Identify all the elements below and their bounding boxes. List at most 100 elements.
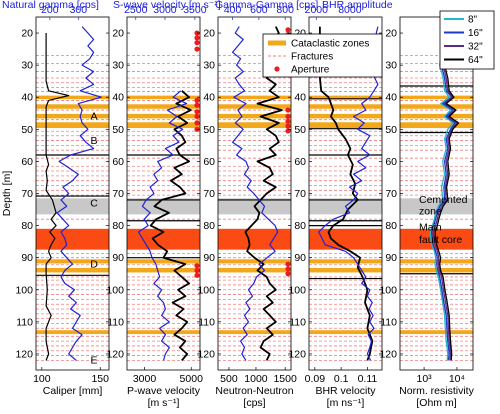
bottom-tick-label: 10⁴ — [449, 373, 465, 385]
resistivity-32in-line — [432, 26, 458, 361]
depth-tick-label: 120 — [15, 348, 33, 360]
fault-core-band — [400, 228, 473, 250]
bottom-axis-label: Norm. resistivity — [399, 385, 474, 397]
depth-tick-label: 30 — [21, 60, 33, 72]
depth-tick-label: 110 — [289, 316, 306, 328]
depth-tick-label: 70 — [385, 188, 397, 200]
cataclastic-band — [36, 267, 109, 273]
aperture-dot — [194, 40, 200, 46]
cataclastic-band — [400, 104, 473, 109]
resistivity-legend-label: 8" — [468, 15, 478, 26]
resistivity-16in-line — [430, 26, 456, 361]
resistivity-legend-label: 64" — [468, 55, 483, 66]
cemented-zone-band — [127, 198, 200, 215]
legend-label: Cataclastic zones — [291, 39, 369, 50]
caliper-gamma-black-line — [45, 33, 70, 361]
bottom-axis-label: Caliper [mm] — [43, 385, 103, 397]
depth-tick-label: 60 — [203, 156, 215, 168]
aperture-dot — [194, 109, 200, 115]
depth-tick-label: 120 — [106, 348, 124, 360]
depth-tick-label: 40 — [21, 92, 33, 104]
bottom-tick-label: 0.09 — [305, 373, 326, 385]
bottom-axis-label: P-wave velocity — [127, 385, 201, 397]
aperture-dot — [194, 267, 200, 274]
bhr-blue-line — [318, 26, 380, 361]
bottom-axis-label: [cps] — [243, 397, 265, 409]
aperture-dot — [285, 261, 291, 267]
aperture-dot — [194, 263, 200, 269]
aperture-dot — [285, 123, 291, 129]
depth-tick-label: 20 — [112, 28, 124, 40]
cataclastic-band — [36, 113, 109, 119]
bottom-tick-label: 500 — [220, 373, 238, 385]
cataclastic-band — [400, 122, 473, 129]
aperture-dot — [194, 113, 200, 120]
cataclastic-band — [309, 267, 382, 273]
bhr-black-line — [318, 26, 374, 361]
depth-tick-label: 80 — [385, 220, 397, 232]
bottom-axis-label: Neutron-Neutron — [215, 385, 293, 397]
aperture-dot — [194, 102, 200, 108]
aperture-dot — [194, 46, 200, 52]
cataclastic-band — [309, 95, 382, 100]
resistivity-annotation: Main — [419, 221, 442, 233]
bottom-axis-label: [Ohm m] — [416, 397, 456, 409]
cataclastic-band — [127, 95, 200, 100]
bottom-axis-label: [m ns⁻¹] — [327, 397, 365, 409]
depth-tick-label: 50 — [294, 124, 306, 136]
cataclastic-band — [400, 113, 473, 119]
depth-tick-label: 40 — [203, 92, 215, 104]
cataclastic-band — [218, 330, 291, 335]
top-axis-label: S-wave velocity [m s⁻¹] — [113, 0, 221, 11]
top-tick-label: 8000 — [338, 4, 362, 16]
fault-core-band — [309, 228, 382, 250]
resistivity-annotation: fault core — [419, 234, 462, 246]
depth-tick-label: 20 — [294, 28, 306, 40]
depth-tick-label: 100 — [15, 284, 33, 296]
depth-axis-label: Depth [m] — [1, 171, 13, 217]
depth-tick-label: 100 — [379, 284, 397, 296]
depth-tick-label: 80 — [294, 220, 306, 232]
cataclastic-band — [309, 113, 382, 119]
bottom-tick-label: 100 — [33, 373, 51, 385]
depth-tick-label: 40 — [385, 92, 397, 104]
depth-tick-label: 40 — [112, 92, 124, 104]
depth-tick-label: 60 — [385, 156, 397, 168]
fault-core-band — [127, 228, 200, 250]
aperture-dot — [194, 35, 200, 41]
aperture-dot — [285, 113, 291, 120]
depth-tick-label: 120 — [197, 348, 215, 360]
depth-tick-label: 50 — [203, 124, 215, 136]
depth-tick-label: 30 — [385, 60, 397, 72]
bottom-tick-label: 0.11 — [358, 373, 378, 385]
resistivity-8in-line — [429, 26, 454, 361]
depth-tick-label: 110 — [380, 316, 397, 328]
cataclastic-band — [309, 259, 382, 264]
top-tick-label: 300 — [70, 4, 88, 16]
top-tick-label: 400 — [224, 4, 242, 16]
depth-tick-label: 120 — [379, 348, 397, 360]
cataclastic-band — [218, 104, 291, 109]
depth-tick-label: 40 — [294, 92, 306, 104]
cataclastic-band — [36, 259, 109, 264]
bottom-tick-label: 1500 — [273, 373, 297, 385]
panel-frame — [35, 16, 110, 371]
depth-tick-label: 70 — [294, 188, 306, 200]
cataclastic-band — [127, 104, 200, 109]
depth-tick-label: 110 — [107, 316, 124, 328]
bottom-axis-label: [m s⁻¹] — [148, 397, 180, 409]
bottom-tick-label: 3000 — [133, 373, 157, 385]
p-s-velocity-blue-line — [137, 90, 188, 361]
cataclastic-band — [127, 259, 200, 264]
bottom-tick-label: 5000 — [180, 373, 204, 385]
cataclastic-band — [218, 122, 291, 129]
bottom-tick-label: 1000 — [244, 373, 268, 385]
depth-tick-label: 100 — [197, 284, 215, 296]
depth-tick-label: 30 — [203, 60, 215, 72]
zone-letter: E — [90, 355, 97, 367]
depth-tick-label: 20 — [21, 28, 33, 40]
resistivity-annotation: Cemented — [419, 194, 468, 206]
cataclastic-band — [36, 122, 109, 129]
depth-tick-label: 60 — [112, 156, 124, 168]
